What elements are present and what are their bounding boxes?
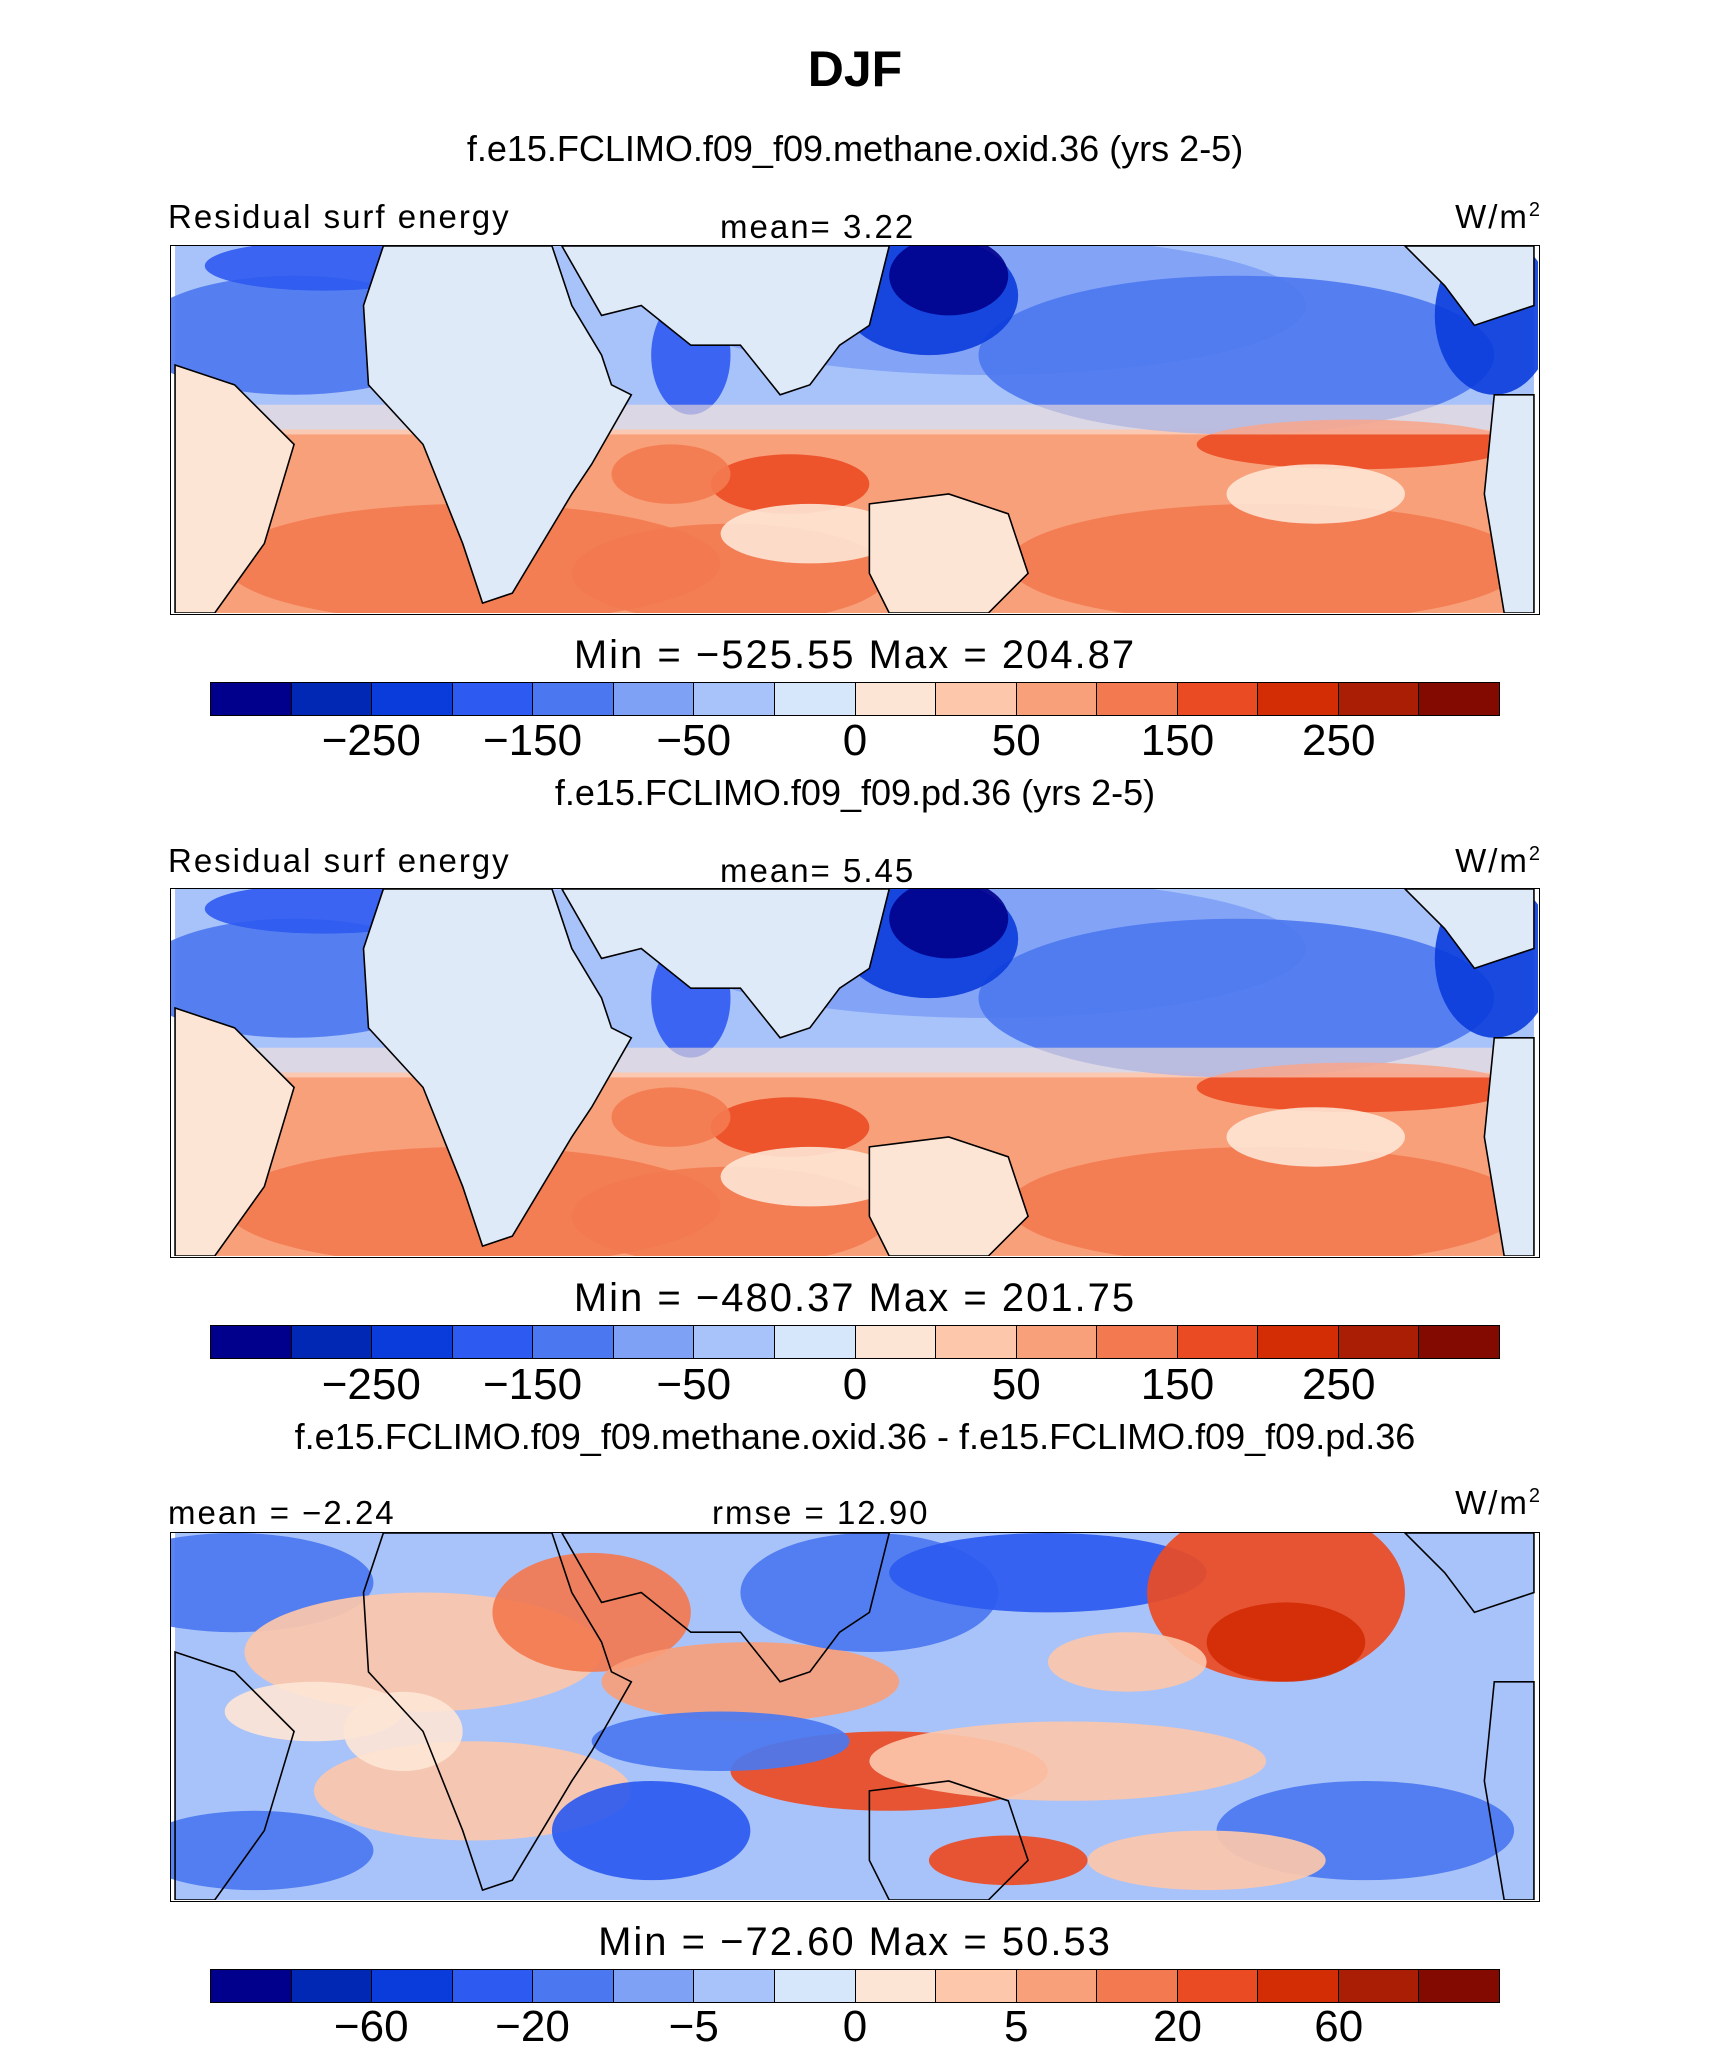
panel-1-colorbar — [210, 682, 1500, 716]
colorbar-tick-label: 20 — [1153, 2002, 1202, 2048]
panel-2-variable-label: Residual surf energy — [168, 842, 511, 879]
colorbar-swatch — [1419, 1970, 1499, 2002]
colorbar-swatch — [1097, 1970, 1178, 2002]
colorbar-tick-label: 150 — [1140, 716, 1215, 765]
panel-2-units: W/m2 — [1455, 842, 1542, 879]
panel-1-units: W/m2 — [1455, 198, 1542, 235]
colorbar-swatch — [936, 1326, 1017, 1358]
colorbar-swatch — [1097, 1326, 1178, 1358]
colorbar-swatch — [291, 683, 373, 715]
colorbar-swatch — [936, 683, 1017, 715]
panel-1-contour-field — [171, 246, 1538, 613]
panel-2-colorbar — [210, 1325, 1500, 1359]
colorbar-swatch — [694, 1326, 775, 1358]
colorbar-swatch — [1177, 683, 1259, 715]
colorbar-tick-label: −60 — [333, 2002, 409, 2048]
colorbar-swatch — [1177, 1326, 1259, 1358]
colorbar-swatch — [1016, 683, 1098, 715]
colorbar-swatch — [211, 1326, 292, 1358]
panel-2-map — [170, 888, 1540, 1258]
colorbar-swatch — [533, 1970, 614, 2002]
colorbar-tick-label: 60 — [1314, 2002, 1364, 2048]
colorbar-swatch — [774, 683, 856, 715]
colorbar-swatch — [855, 683, 937, 715]
colorbar-swatch — [694, 683, 775, 715]
panel-3-colorbar-labels: −60 −20 −5 0 5 20 60 — [210, 2002, 1500, 2048]
colorbar-swatch — [533, 1326, 614, 1358]
colorbar-tick-label: −250 — [321, 1360, 421, 1409]
colorbar-swatch — [1419, 1326, 1499, 1358]
colorbar-swatch — [1258, 1326, 1339, 1358]
panel-3-contour-field — [171, 1533, 1535, 1900]
colorbar-swatch — [1258, 1970, 1339, 2002]
colorbar-swatch — [1338, 1970, 1420, 2002]
colorbar-swatch — [291, 1970, 373, 2002]
colorbar-swatch — [1177, 1970, 1259, 2002]
colorbar-swatch — [613, 1326, 695, 1358]
colorbar-swatch — [1419, 683, 1499, 715]
panel-3-case-title: f.e15.FCLIMO.f09_f09.methane.oxid.36 - f… — [294, 1416, 1416, 1457]
colorbar-swatch — [1097, 683, 1178, 715]
colorbar-tick-label: −250 — [321, 716, 421, 765]
colorbar-swatch — [1338, 1326, 1420, 1358]
panel-2-contour-field — [171, 889, 1538, 1256]
colorbar-tick-label: 150 — [1140, 1360, 1215, 1409]
colorbar-tick-label: 250 — [1302, 716, 1376, 765]
colorbar-swatch — [694, 1970, 775, 2002]
colorbar-swatch — [613, 683, 695, 715]
panel-2-minmax: Min = −480.37 Max = 201.75 — [573, 1276, 1137, 1320]
colorbar-swatch — [774, 1326, 856, 1358]
colorbar-swatch — [452, 1326, 534, 1358]
colorbar-swatch — [533, 683, 614, 715]
panel-2-mean-label: mean= 5.45 — [720, 852, 916, 889]
figure-title: DJF — [807, 41, 903, 97]
colorbar-swatch — [372, 1970, 453, 2002]
panel-3-colorbar — [210, 1969, 1500, 2003]
colorbar-tick-label: 50 — [991, 1360, 1041, 1409]
colorbar-tick-label: 5 — [1004, 2002, 1029, 2048]
colorbar-swatch — [452, 1970, 534, 2002]
panel-1-variable-label: Residual surf energy — [168, 198, 511, 235]
panel-1-mean-label: mean= 3.22 — [720, 208, 916, 245]
panel-2-colorbar-labels: −250 −150 −50 0 50 150 250 — [210, 1360, 1500, 1410]
panel-1-colorbar-labels: −250 −150 −50 0 50 150 250 — [210, 716, 1500, 766]
colorbar-tick-label: −150 — [482, 1360, 583, 1409]
colorbar-swatch — [1016, 1326, 1098, 1358]
colorbar-tick-label: 0 — [842, 1360, 868, 1409]
panel-1-map — [170, 245, 1540, 615]
panel-2-case-title: f.e15.FCLIMO.f09_f09.pd.36 (yrs 2-5) — [554, 772, 1156, 813]
panel-3-minmax: Min = −72.60 Max = 50.53 — [598, 1920, 1112, 1964]
colorbar-tick-label: −20 — [495, 2002, 570, 2048]
colorbar-tick-label: −150 — [482, 716, 583, 765]
colorbar-tick-label: −50 — [656, 716, 732, 765]
colorbar-tick-label: 50 — [991, 716, 1041, 765]
colorbar-tick-label: −5 — [668, 2002, 719, 2048]
colorbar-swatch — [774, 1970, 856, 2002]
colorbar-tick-label: 250 — [1302, 1360, 1376, 1409]
colorbar-swatch — [291, 1326, 373, 1358]
colorbar-swatch — [855, 1326, 937, 1358]
colorbar-swatch — [372, 1326, 453, 1358]
colorbar-swatch — [1258, 683, 1339, 715]
panel-1-minmax: Min = −525.55 Max = 204.87 — [573, 633, 1137, 677]
colorbar-swatch — [211, 683, 292, 715]
colorbar-swatch — [211, 1970, 292, 2002]
colorbar-swatch — [936, 1970, 1017, 2002]
colorbar-swatch — [1338, 683, 1420, 715]
panel-3-mean-label: mean = −2.24 — [168, 1494, 396, 1531]
panel-3-rmse-label: rmse = 12.90 — [712, 1494, 930, 1531]
colorbar-swatch — [855, 1970, 937, 2002]
colorbar-swatch — [372, 683, 453, 715]
colorbar-swatch — [613, 1970, 695, 2002]
colorbar-tick-label: 0 — [842, 2002, 868, 2048]
panel-3-map — [170, 1532, 1540, 1902]
colorbar-tick-label: 0 — [842, 716, 868, 765]
panel-3-units: W/m2 — [1455, 1484, 1542, 1521]
colorbar-swatch — [1016, 1970, 1098, 2002]
panel-1-case-title: f.e15.FCLIMO.f09_f09.methane.oxid.36 (yr… — [466, 128, 1244, 169]
colorbar-tick-label: −50 — [656, 1360, 732, 1409]
colorbar-swatch — [452, 683, 534, 715]
